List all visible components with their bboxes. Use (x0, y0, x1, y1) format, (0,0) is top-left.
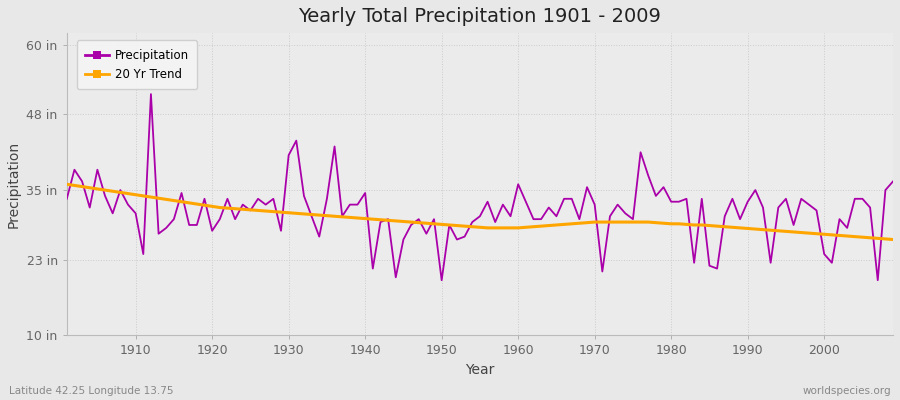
X-axis label: Year: Year (465, 363, 495, 377)
Text: Latitude 42.25 Longitude 13.75: Latitude 42.25 Longitude 13.75 (9, 386, 174, 396)
Legend: Precipitation, 20 Yr Trend: Precipitation, 20 Yr Trend (76, 40, 197, 89)
Y-axis label: Precipitation: Precipitation (7, 141, 21, 228)
Bar (67, 114, 893, 260)
Title: Yearly Total Precipitation 1901 - 2009: Yearly Total Precipitation 1901 - 2009 (299, 7, 662, 26)
Text: worldspecies.org: worldspecies.org (803, 386, 891, 396)
